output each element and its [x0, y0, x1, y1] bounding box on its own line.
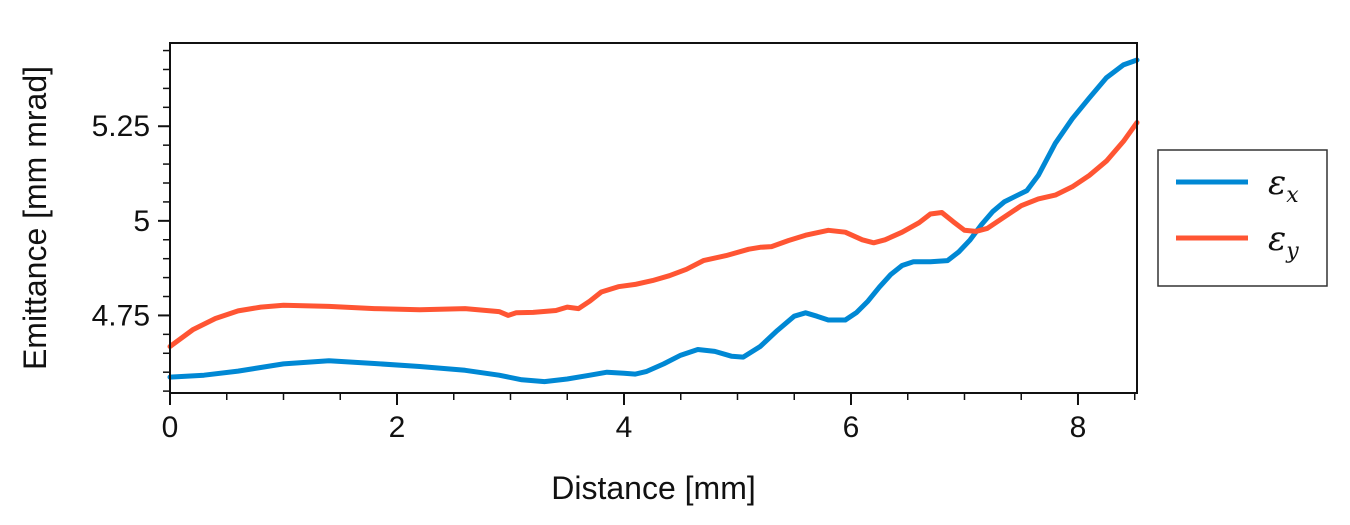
axes: 0 2 4 6 8 4.75 5 5.25 [92, 49, 1136, 444]
x-tick-label: 4 [616, 411, 633, 444]
series-lines [167, 57, 1140, 385]
series-line-epsx [167, 57, 1140, 385]
x-tick-label: 8 [1070, 411, 1087, 444]
legend-frame [1157, 149, 1328, 287]
plot-frame [169, 42, 1138, 394]
y-tick-label: 4.75 [92, 299, 150, 332]
x-axis-label: Distance [mm] [551, 470, 755, 506]
legend-label-epsx: εx [1268, 163, 1299, 208]
series-line-epsy [167, 120, 1140, 349]
x-tick-label: 2 [389, 411, 406, 444]
legend-label-epsy: εy [1268, 219, 1299, 264]
x-tick-label: 6 [843, 411, 860, 444]
y-axis-label: Emittance [mm mrad] [17, 66, 53, 370]
legend: εx εy [1157, 149, 1328, 287]
y-tick-label: 5 [133, 205, 150, 238]
y-tick-label: 5.25 [92, 110, 150, 143]
x-tick-label: 0 [162, 411, 179, 444]
